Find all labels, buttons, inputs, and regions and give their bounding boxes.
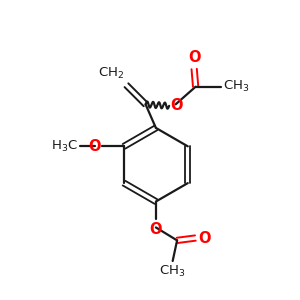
- Text: O: O: [150, 222, 162, 237]
- Text: O: O: [198, 230, 211, 245]
- Text: CH$_3$: CH$_3$: [159, 264, 186, 279]
- Text: O: O: [188, 50, 200, 65]
- Text: O: O: [88, 139, 100, 154]
- Text: O: O: [171, 98, 183, 113]
- Text: CH$_2$: CH$_2$: [98, 66, 124, 81]
- Text: H$_3$C: H$_3$C: [51, 139, 77, 154]
- Text: CH$_3$: CH$_3$: [223, 79, 250, 94]
